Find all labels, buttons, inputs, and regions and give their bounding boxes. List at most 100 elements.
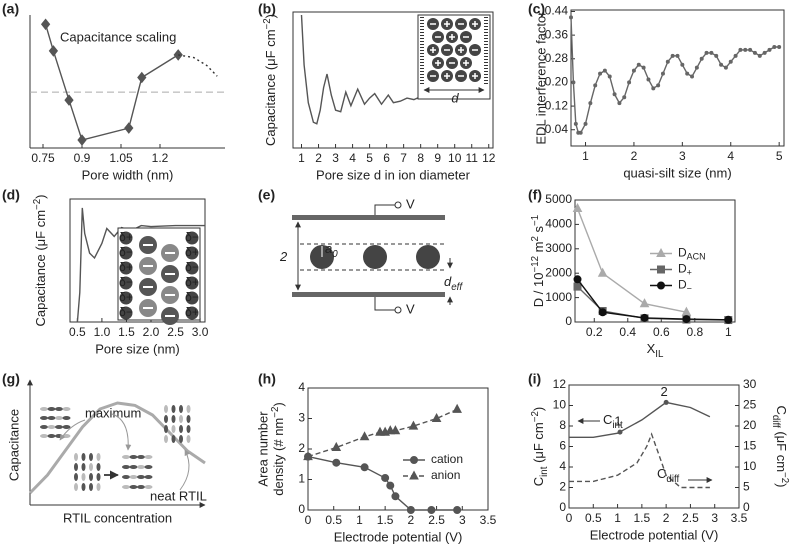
x-tick-label: 0.75: [31, 151, 55, 165]
inset-molecule: [144, 485, 153, 489]
marker-triangle: [331, 441, 342, 451]
text-part: d: [444, 274, 452, 289]
y2-tick-label: 15: [743, 439, 757, 453]
marker-dot: [583, 121, 588, 126]
x-axis-label: RTIL concentration: [63, 510, 172, 525]
x-tick-label: 3: [332, 151, 339, 165]
x-tick-label: 0.4: [619, 325, 636, 339]
y-axis-label: Capacitance (μF cm−2): [32, 194, 49, 326]
y-axis-label: EDL interference factor: [533, 11, 548, 145]
text-part: (μF cm: [531, 422, 546, 466]
marker-dot: [723, 65, 728, 70]
y-tick-label: 4000: [545, 217, 572, 231]
y-tick-label: 1: [298, 472, 305, 486]
point-marker: [663, 399, 669, 405]
y-tick-label: 2000: [545, 265, 572, 279]
y-tick-label: 6: [559, 439, 566, 453]
inset-molecule: [179, 425, 183, 433]
text-part: (μF cm: [774, 428, 789, 472]
marker-dot: [617, 101, 622, 106]
text-part: −: [687, 284, 692, 294]
inset-label: δ+: [119, 230, 133, 244]
marker-circle: [381, 473, 390, 482]
inset-ion: [119, 291, 133, 305]
marker-square: [657, 265, 665, 274]
y-tick-label: 8: [559, 418, 566, 432]
plot-frame: [292, 11, 494, 149]
marker-diamond: [48, 45, 59, 57]
inset-label: δ−: [185, 290, 199, 304]
x-tick-label: 2: [631, 149, 638, 163]
x-axis-label: Pore size d in ion diameter: [316, 167, 471, 182]
y2-tick-label: 30: [743, 377, 757, 391]
inset-molecule: [171, 425, 176, 433]
marker-dot: [738, 47, 743, 52]
inset-molecule: [40, 425, 48, 429]
legend-label: D+: [678, 262, 692, 278]
x-tick-label: 3.5: [731, 511, 748, 525]
y2-tick-label: 0: [743, 500, 750, 514]
x-axis-label: Pore size (nm): [95, 341, 180, 356]
text-part: −2: [262, 18, 273, 29]
x-tick-label: 2: [408, 513, 415, 527]
x-tick-label: 7: [400, 151, 407, 165]
inset-label: d: [451, 90, 459, 105]
inset-ion: [119, 306, 133, 320]
marker-dot: [646, 77, 651, 82]
text-part: eff: [451, 282, 463, 293]
marker-dot: [588, 101, 593, 106]
series-label: Cdiff: [657, 466, 680, 484]
marker-triangle: [639, 298, 650, 308]
y-tick-label: 3: [298, 411, 305, 425]
marker-dot: [598, 71, 603, 76]
marker-diamond: [124, 122, 134, 134]
x-tick-label: 0.2: [586, 325, 603, 339]
x-tick-label: 0.6: [653, 325, 670, 339]
series-line: [569, 401, 711, 438]
y-axis-label: density (# nm−2): [270, 402, 287, 496]
inset-molecule: [96, 483, 101, 491]
marker-dot: [627, 80, 632, 85]
x-tick-label: 1.5: [377, 513, 394, 527]
marker-dot: [767, 47, 772, 52]
text-part: 0: [332, 249, 338, 260]
y-tick-label: 1000: [545, 290, 572, 304]
inset-molecule: [137, 485, 145, 489]
marker-dot: [670, 53, 675, 58]
text-part: density (# nm: [271, 418, 286, 496]
marker-square: [573, 282, 582, 291]
y-tick-label: 4: [559, 459, 566, 473]
x-tick-label: 0: [305, 513, 312, 527]
inset-molecule: [122, 475, 130, 479]
inset-molecule: [47, 434, 56, 438]
text-part: C: [531, 477, 546, 486]
marker-circle: [724, 315, 733, 324]
x-tick-label: 1: [582, 149, 589, 163]
marker-dot: [571, 80, 576, 85]
terminal: [394, 201, 402, 209]
x-tick-label: 0.5: [69, 325, 86, 339]
marker-triangle: [597, 267, 608, 277]
x-tick-label: 0: [566, 511, 573, 525]
x-tick-label: 5: [776, 149, 783, 163]
x-tick-label: 0.5: [585, 511, 602, 525]
text-part: −2: [530, 411, 541, 422]
marker-dot: [709, 50, 714, 55]
x-tick-label: 2.5: [428, 513, 445, 527]
inset-molecule: [186, 415, 191, 423]
y2-tick-label: 20: [743, 418, 757, 432]
marker-dot: [714, 53, 719, 58]
inset-molecule: [171, 415, 176, 423]
marker-diamond: [137, 71, 147, 84]
text-part: ACN: [687, 252, 706, 262]
inset-molecule: [164, 435, 168, 443]
x-tick-label: 12: [482, 151, 496, 165]
text-part: IL: [655, 349, 664, 360]
y-tick-label: 0.12: [545, 98, 569, 112]
inset-molecule: [137, 455, 145, 459]
inset-molecule: [122, 455, 130, 459]
marker-triangle: [409, 470, 419, 480]
marker-dot: [651, 86, 656, 91]
panel-label: (c): [528, 1, 545, 17]
text-part: C: [774, 405, 789, 414]
